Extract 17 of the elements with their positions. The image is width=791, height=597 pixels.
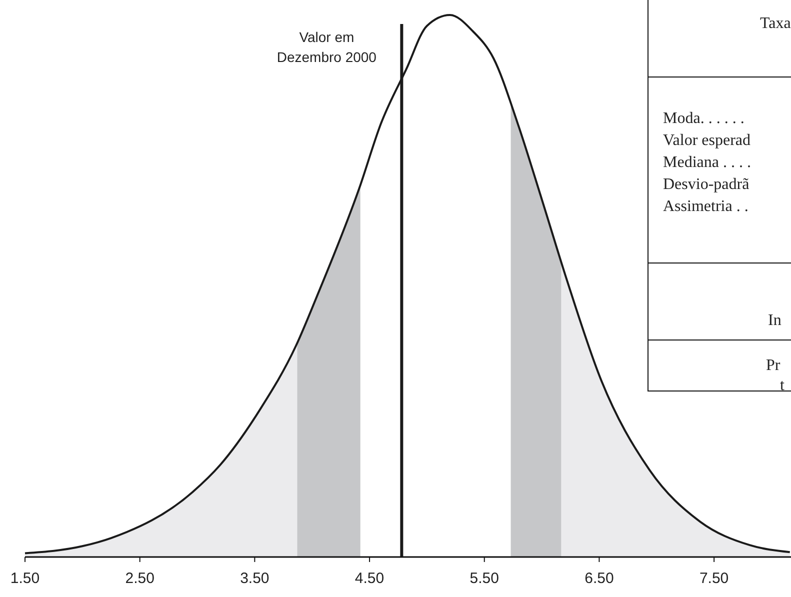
annotation: Assimetria . .	[663, 198, 748, 215]
annotation: Desvio-padrã	[663, 176, 750, 193]
annotation: Mediana . . . .	[663, 154, 751, 171]
x-tick-label: 6.50	[584, 570, 614, 587]
annotation: Moda. . . . . .	[663, 110, 744, 127]
ref-line-label: Valor em Dezembro 2000	[276, 29, 377, 65]
x-tick-label: 7.50	[699, 570, 729, 587]
x-tick-label: 1.50	[10, 570, 40, 587]
x-tick-label: 4.50	[354, 570, 384, 587]
annotation: Taxa	[760, 15, 791, 32]
x-tick-label: 5.50	[470, 570, 499, 587]
annotation: Valor esperad	[663, 132, 751, 149]
x-tick-label: 2.50	[125, 570, 154, 587]
x-tick-label: 3.50	[240, 570, 270, 587]
annotation: t	[780, 377, 785, 394]
annotation: In	[768, 312, 782, 329]
annotation: Pr	[766, 357, 781, 374]
